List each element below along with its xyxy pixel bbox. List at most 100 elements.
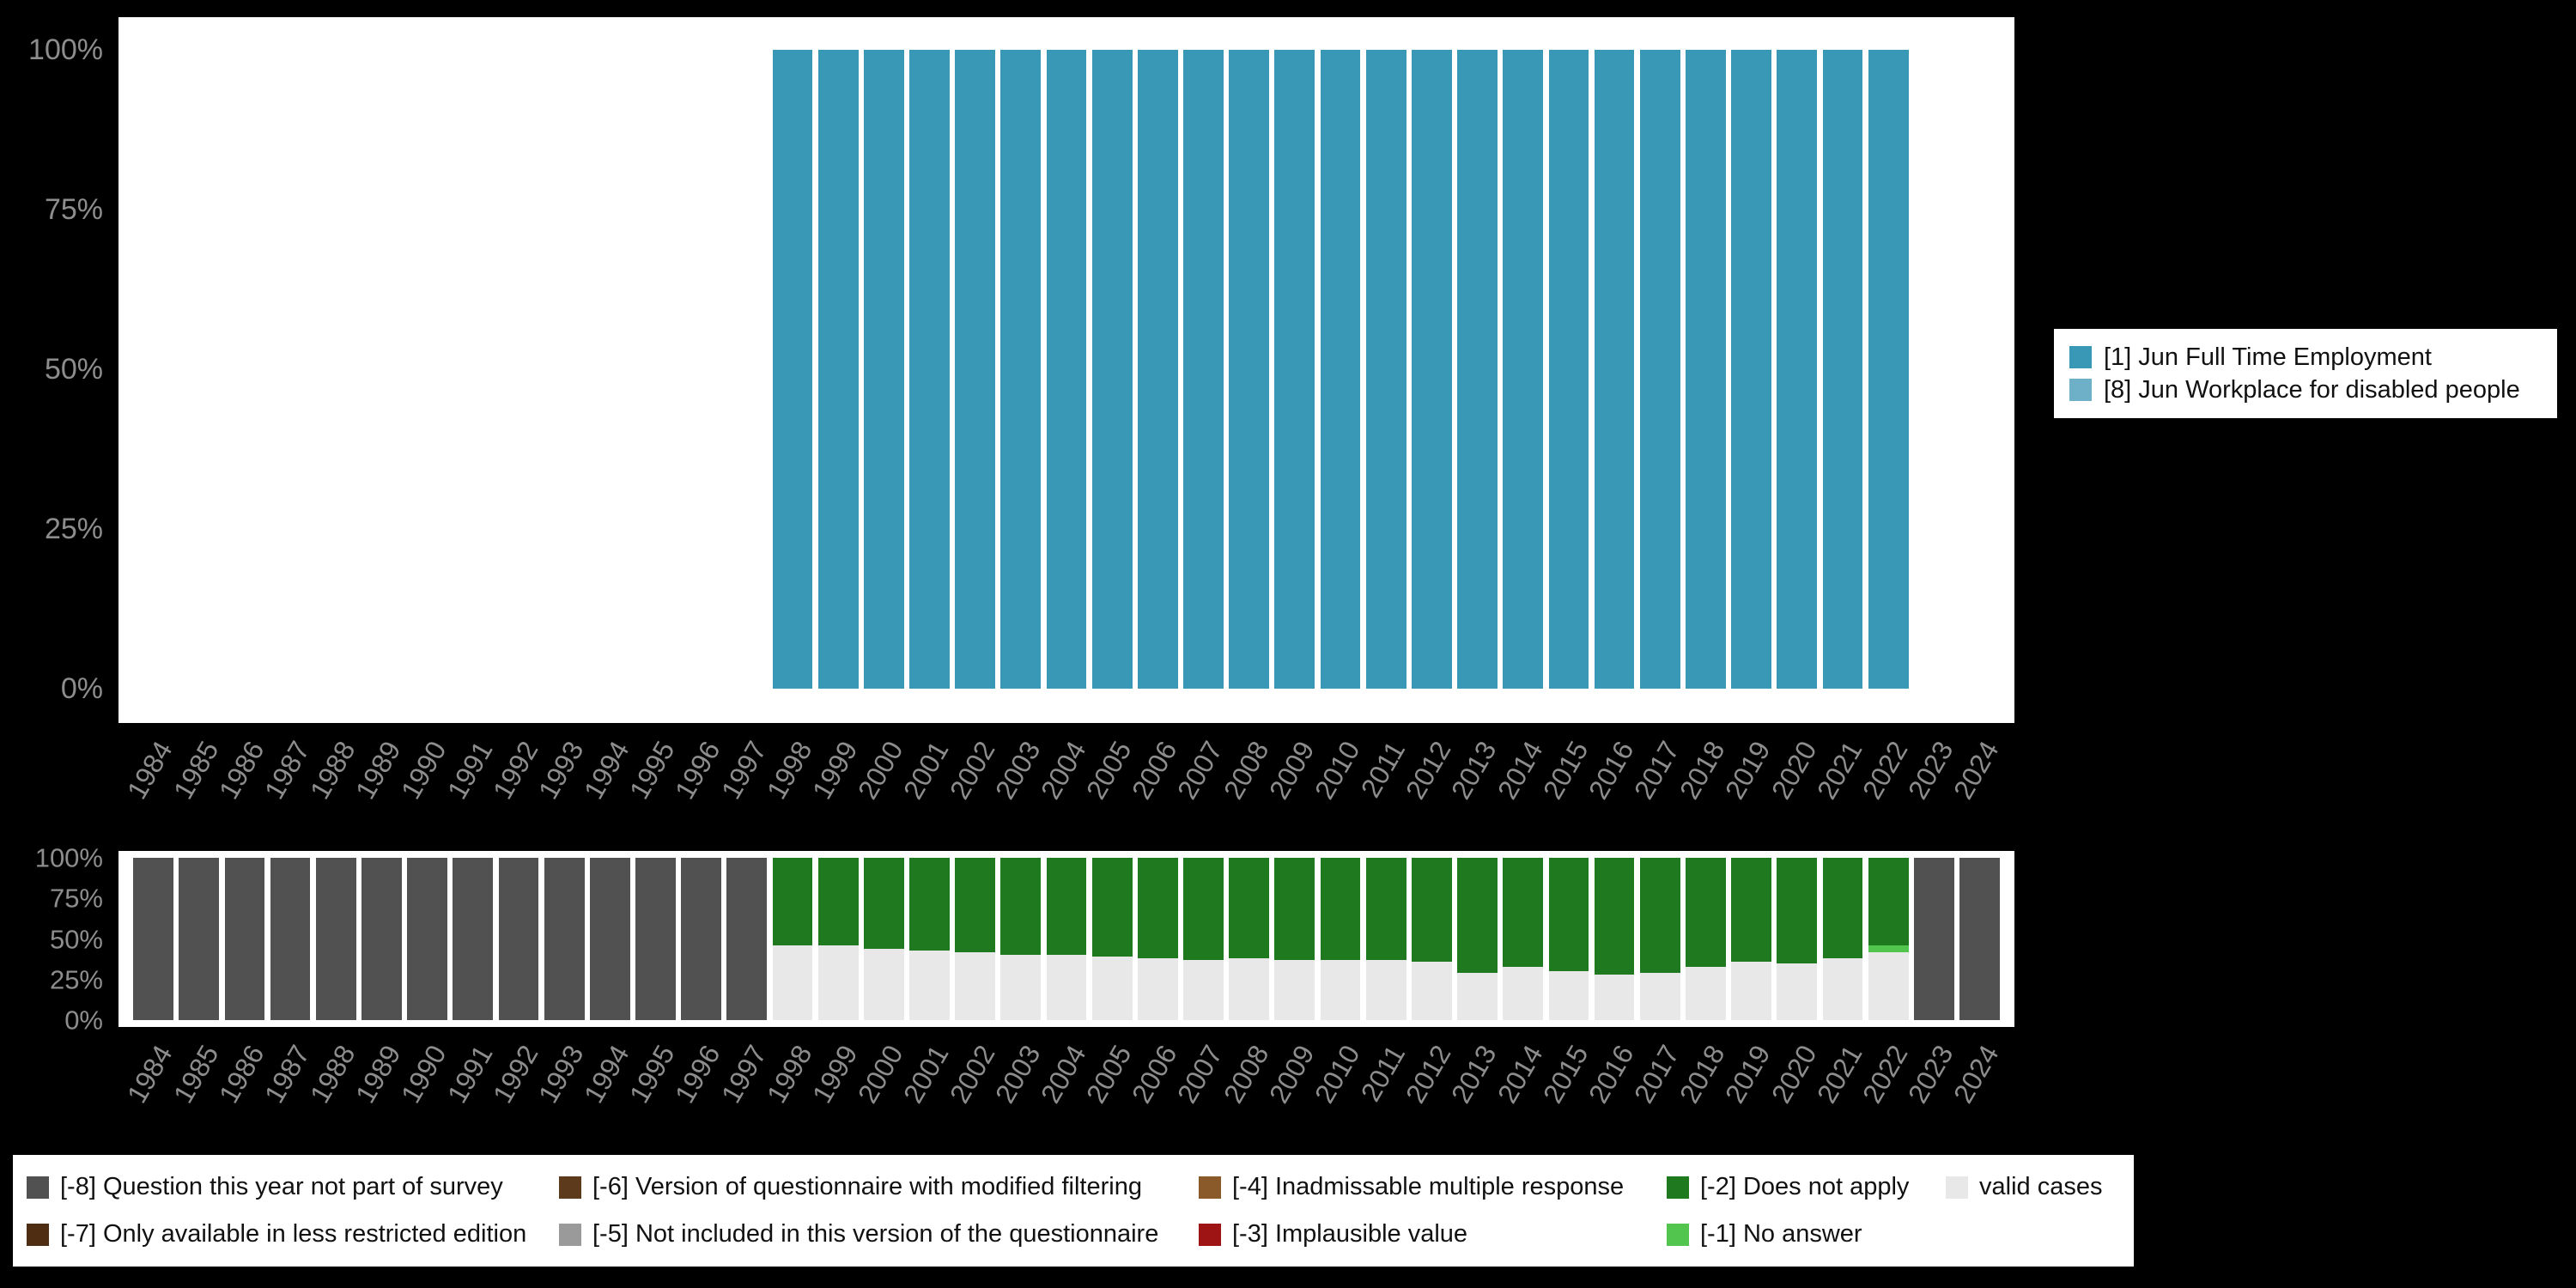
bar-segment: [1594, 858, 1635, 975]
bar-2005: [1090, 858, 1135, 1020]
bar-2003: [998, 858, 1043, 1020]
bar-segment: [1320, 960, 1361, 1020]
bar-2005: [1090, 50, 1135, 689]
x-tick-label: 1994: [577, 1040, 635, 1109]
bar-1986: [222, 50, 267, 689]
bar-segment: [1000, 858, 1042, 956]
x-tick-label: 1993: [532, 1040, 590, 1109]
bar-segment: [1913, 858, 1954, 1020]
x-tick-label: 2024: [1947, 1040, 2005, 1109]
bar-stack: [955, 858, 996, 1020]
x-tick-label: 2010: [1308, 1040, 1366, 1109]
legend-label: [-1] No answer: [1700, 1220, 1862, 1248]
bar-segment: [1822, 50, 1863, 689]
bar-1990: [404, 858, 450, 1020]
bar-segment: [1274, 858, 1315, 961]
bar-stack: [635, 858, 676, 1020]
bar-segment: [955, 858, 996, 952]
bar-segment: [1959, 858, 2000, 1020]
bar-segment: [1777, 963, 1818, 1020]
bar-segment: [498, 858, 539, 1020]
bar-stack: [544, 858, 585, 1020]
bar-stack: [1137, 858, 1178, 1020]
bar-2020: [1774, 858, 1820, 1020]
bar-1995: [633, 50, 678, 689]
x-tick-label: 1986: [212, 736, 270, 805]
bar-segment: [407, 858, 447, 1020]
bar-stack: [863, 858, 904, 1020]
bar-stack: [1777, 50, 1818, 689]
bar-stack: [1229, 50, 1270, 689]
bar-stack: [1000, 50, 1042, 689]
bar-1987: [268, 858, 313, 1020]
bar-segment: [1229, 858, 1270, 959]
x-tick-label: 2023: [1901, 1040, 1959, 1109]
bar-2002: [952, 50, 998, 689]
x-tick-label: 1986: [212, 1040, 270, 1109]
x-tick-label: 2000: [852, 1040, 909, 1109]
bar-segment: [1091, 858, 1133, 957]
legend-label: [-6] Version of questionnaire with modif…: [592, 1173, 1142, 1200]
x-tick-label: 2024: [1947, 736, 2005, 805]
y-tick-label: 50%: [49, 924, 103, 954]
bar-stack: [1365, 50, 1406, 689]
x-tick-label: 1988: [303, 1040, 361, 1109]
x-tick-label: 2003: [988, 1040, 1047, 1109]
bar-stack: [1457, 50, 1498, 689]
bar-1991: [450, 858, 495, 1020]
bar-segment: [1777, 858, 1818, 963]
bar-2008: [1226, 858, 1272, 1020]
bar-segment: [1686, 966, 1726, 1020]
bar-stack: [1274, 50, 1315, 689]
x-tick-label: 2019: [1719, 1040, 1777, 1109]
y-tick-label: 50%: [44, 353, 103, 386]
bar-2023: [1911, 858, 1957, 1020]
bar-2019: [1728, 858, 1774, 1020]
bar-segment: [863, 948, 904, 1020]
bar-2010: [1317, 50, 1363, 689]
bar-segment: [1868, 951, 1909, 1020]
bar-segment: [315, 858, 356, 1020]
bar-2001: [907, 50, 952, 689]
x-tick-label: 2008: [1217, 736, 1275, 805]
x-tick-label: 2020: [1765, 736, 1823, 805]
y-tick-label: 0%: [60, 672, 103, 705]
x-tick-label: 2006: [1126, 736, 1183, 805]
legend-item: [-6] Version of questionnaire with modif…: [559, 1165, 1199, 1209]
legend-label: [-3] Implausible value: [1232, 1220, 1468, 1248]
bar-segment: [1365, 50, 1406, 689]
x-tick-label: 2010: [1308, 736, 1366, 805]
x-tick-label: 2018: [1674, 736, 1731, 805]
bar-stack: [590, 50, 630, 689]
bar-stack: [1320, 50, 1361, 689]
bar-stack: [1320, 858, 1361, 1020]
bar-segment: [1091, 50, 1133, 689]
x-tick-label: 1985: [167, 736, 225, 805]
bar-segment: [1868, 50, 1909, 689]
x-tick-label: 2001: [897, 736, 955, 805]
bar-2004: [1043, 858, 1089, 1020]
bar-stack: [1594, 858, 1635, 1020]
bar-stack: [1594, 50, 1635, 689]
bar-segment: [1868, 858, 1909, 946]
bar-1989: [359, 50, 404, 689]
bar-stack: [224, 858, 265, 1020]
x-tick-label: 2021: [1810, 736, 1868, 805]
bar-segment: [1822, 858, 1863, 959]
x-tick-label: 1995: [623, 1040, 681, 1109]
missings-chart-x-axis: 1984 1985 1986 1987 1988 1989 1990 1991 1992 1993…: [121, 1036, 2005, 1151]
x-tick-label: 2004: [1034, 1040, 1092, 1109]
x-tick-label: 2015: [1536, 1040, 1595, 1109]
bar-segment: [635, 858, 676, 1020]
bar-1998: [769, 50, 815, 689]
bar-1992: [495, 50, 541, 689]
bar-1987: [268, 50, 313, 689]
x-tick-label: 1994: [577, 736, 635, 805]
bar-stack: [1548, 858, 1589, 1020]
bar-2009: [1272, 50, 1317, 689]
bar-2015: [1546, 858, 1591, 1020]
bar-1994: [587, 50, 633, 689]
bar-stack: [1731, 858, 1771, 1020]
bar-1995: [633, 858, 678, 1020]
bar-2020: [1774, 50, 1820, 689]
